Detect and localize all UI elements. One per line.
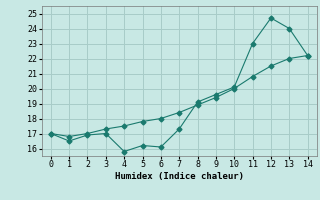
X-axis label: Humidex (Indice chaleur): Humidex (Indice chaleur): [115, 172, 244, 181]
